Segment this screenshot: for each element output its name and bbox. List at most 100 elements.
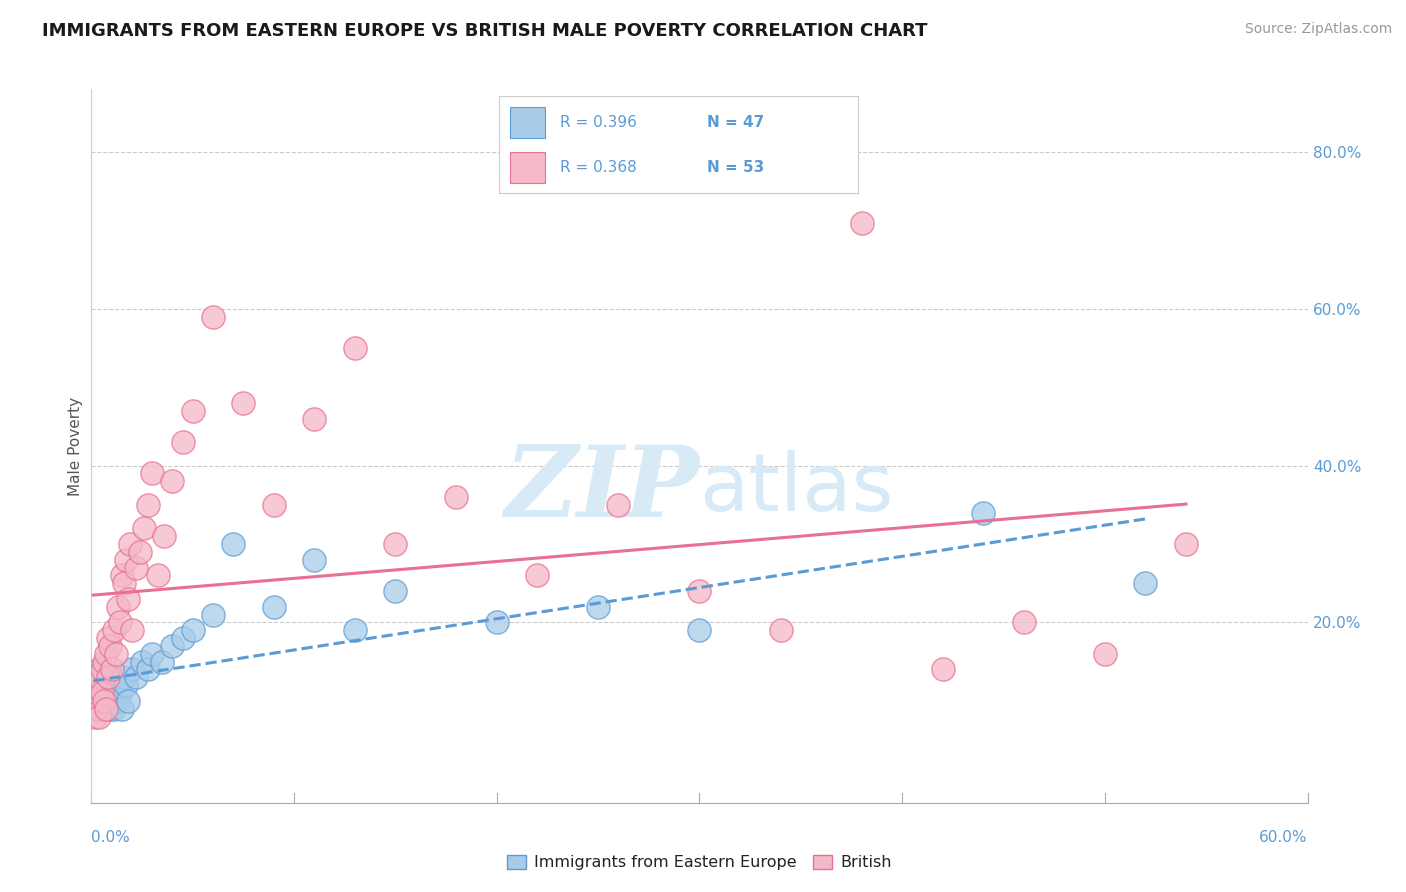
Point	[136, 663, 159, 677]
Text: Source: ZipAtlas.com: Source: ZipAtlas.com	[1244, 22, 1392, 37]
Point	[141, 647, 163, 661]
Point	[86, 670, 108, 684]
Point	[153, 529, 176, 543]
Point	[98, 702, 121, 716]
Point	[129, 545, 152, 559]
Point	[82, 694, 104, 708]
Point	[94, 647, 117, 661]
Point	[103, 624, 125, 638]
Point	[202, 310, 225, 324]
Point	[97, 670, 120, 684]
Y-axis label: Male Poverty: Male Poverty	[67, 396, 83, 496]
Point	[104, 647, 127, 661]
Point	[94, 702, 117, 716]
Text: atlas: atlas	[699, 450, 894, 528]
Point	[141, 467, 163, 481]
Point	[94, 686, 117, 700]
Point	[263, 498, 285, 512]
Point	[82, 694, 104, 708]
Point	[84, 702, 107, 716]
Point	[131, 655, 153, 669]
Point	[108, 615, 131, 630]
Point	[125, 670, 148, 684]
Text: 0.0%: 0.0%	[91, 830, 131, 846]
Point	[162, 639, 184, 653]
Point	[444, 490, 467, 504]
Point	[202, 607, 225, 622]
Legend: Immigrants from Eastern Europe, British: Immigrants from Eastern Europe, British	[501, 848, 898, 877]
Point	[107, 599, 129, 614]
Point	[104, 678, 127, 692]
Point	[222, 537, 245, 551]
Point	[586, 599, 609, 614]
Point	[97, 694, 120, 708]
Point	[343, 341, 366, 355]
Point	[1175, 537, 1198, 551]
Point	[112, 670, 135, 684]
Point	[98, 686, 121, 700]
Point	[1094, 647, 1116, 661]
Point	[688, 624, 710, 638]
Point	[384, 584, 406, 599]
Point	[97, 631, 120, 645]
Point	[89, 670, 111, 684]
Point	[172, 435, 194, 450]
Point	[232, 396, 254, 410]
Point	[84, 709, 107, 723]
Point	[181, 624, 204, 638]
Point	[384, 537, 406, 551]
Point	[688, 584, 710, 599]
Point	[118, 537, 141, 551]
Point	[172, 631, 194, 645]
Text: ZIP: ZIP	[505, 441, 699, 537]
Point	[112, 576, 135, 591]
Point	[90, 702, 112, 716]
Point	[851, 215, 873, 229]
Point	[343, 624, 366, 638]
Text: 60.0%: 60.0%	[1260, 830, 1308, 846]
Point	[931, 663, 953, 677]
Point	[93, 663, 115, 677]
Point	[84, 678, 107, 692]
Point	[150, 655, 173, 669]
Point	[607, 498, 630, 512]
Point	[769, 624, 792, 638]
Point	[972, 506, 994, 520]
Point	[89, 709, 111, 723]
Point	[84, 678, 107, 692]
Point	[485, 615, 508, 630]
Point	[86, 702, 108, 716]
Point	[86, 686, 108, 700]
Point	[111, 568, 134, 582]
Point	[89, 686, 111, 700]
Point	[117, 694, 139, 708]
Point	[111, 702, 134, 716]
Point	[93, 694, 115, 708]
Point	[121, 663, 143, 677]
Point	[1012, 615, 1035, 630]
Point	[117, 591, 139, 606]
Point	[304, 411, 326, 425]
Point	[90, 686, 112, 700]
Point	[93, 694, 115, 708]
Point	[132, 521, 155, 535]
Point	[98, 639, 121, 653]
Point	[121, 624, 143, 638]
Point	[97, 678, 120, 692]
Point	[162, 475, 184, 489]
Point	[100, 670, 122, 684]
Point	[263, 599, 285, 614]
Point	[94, 702, 117, 716]
Point	[1135, 576, 1157, 591]
Point	[86, 694, 108, 708]
Point	[304, 552, 326, 566]
Point	[93, 655, 115, 669]
Text: IMMIGRANTS FROM EASTERN EUROPE VS BRITISH MALE POVERTY CORRELATION CHART: IMMIGRANTS FROM EASTERN EUROPE VS BRITIS…	[42, 22, 928, 40]
Point	[107, 694, 129, 708]
Point	[90, 670, 112, 684]
Point	[125, 560, 148, 574]
Point	[181, 403, 204, 417]
Point	[100, 694, 122, 708]
Point	[100, 663, 122, 677]
Point	[136, 498, 159, 512]
